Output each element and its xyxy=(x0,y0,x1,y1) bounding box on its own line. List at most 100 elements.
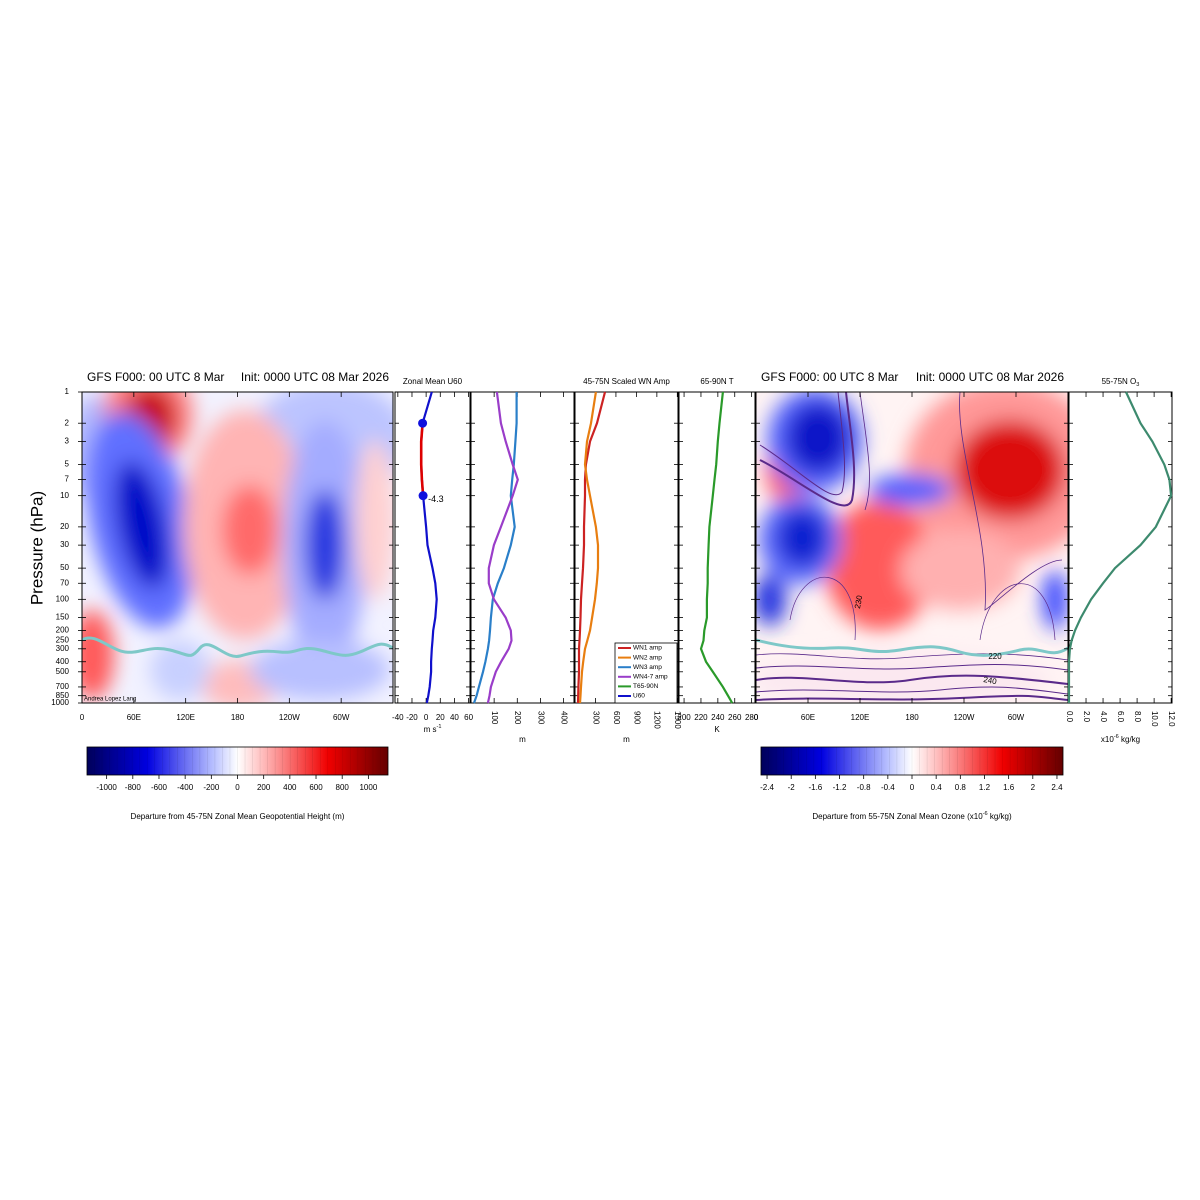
tropopause xyxy=(756,638,1068,657)
panel-title: Zonal Mean U60 xyxy=(403,377,463,386)
text-part: 3 xyxy=(1136,382,1139,388)
y-tick-label: 1000 xyxy=(51,698,69,707)
colorbar-tick-label: 1.2 xyxy=(979,783,991,792)
profile-line xyxy=(486,391,519,704)
x-tick-label: 60W xyxy=(333,713,350,722)
x-tick-label: 400 xyxy=(559,711,568,725)
tropopause xyxy=(82,636,393,658)
contour-label: 220 xyxy=(988,652,1002,661)
colorbar-tick-label: 0.4 xyxy=(931,783,943,792)
colorbar xyxy=(86,746,389,776)
y-tick-label: 1 xyxy=(65,387,70,396)
y-tick-label: 300 xyxy=(56,644,70,653)
legend-label: WN4-7 amp xyxy=(633,674,668,681)
text-part: -6 xyxy=(1114,734,1119,740)
colorbar-tick-label: 0.8 xyxy=(955,783,967,792)
colorbar-label: Departure from 45-75N Zonal Mean Geopote… xyxy=(131,812,345,821)
contour-label: 230 xyxy=(853,594,864,609)
x-tick-label: 600 xyxy=(612,711,621,725)
legend-label: WN1 amp xyxy=(633,645,662,652)
x-tick-label: 0 xyxy=(754,713,759,722)
colorbar-tick-label: -0.4 xyxy=(881,783,895,792)
x-tick-label: 120W xyxy=(954,713,975,722)
colorbar-tick-label: 2.4 xyxy=(1051,783,1063,792)
x-tick-label: 0.0 xyxy=(1065,711,1074,723)
colorbar-tick-label: -400 xyxy=(177,783,194,792)
x-tick-label: 220 xyxy=(694,713,708,722)
y-tick-label: 200 xyxy=(56,626,70,635)
text-part: -6 xyxy=(983,811,988,817)
x-tick-label: 6.0 xyxy=(1116,711,1125,723)
x-axis-label: m xyxy=(519,735,526,744)
y-tick-label: 400 xyxy=(56,657,70,666)
text-part: kg/kg xyxy=(1119,735,1140,744)
x-axis-label: K xyxy=(714,725,720,734)
colorbar-tick-label: 2 xyxy=(1031,783,1036,792)
colorbar-tick-label: 800 xyxy=(336,783,350,792)
colorbar-tick-label: -2.4 xyxy=(760,783,774,792)
colorbar-tick-label: 1.6 xyxy=(1003,783,1015,792)
title-right: Init: 0000 UTC 08 Mar 2026 xyxy=(241,370,389,384)
ozone-field xyxy=(756,392,1068,703)
y-tick-label: 7 xyxy=(65,475,70,484)
colorbar-label: Departure from 55-75N Zonal Mean Ozone (… xyxy=(812,811,1012,821)
panel-title: 65-90N T xyxy=(700,377,733,386)
y-tick-label: 50 xyxy=(60,563,69,572)
profile-line xyxy=(1067,391,1173,703)
x-tick-label: 300 xyxy=(536,711,545,725)
colorbar-tick-label: 0 xyxy=(235,783,240,792)
title-right: Init: 0000 UTC 08 Mar 2026 xyxy=(916,370,1064,384)
panel-frame xyxy=(1068,391,1173,704)
y-tick-label: 850 xyxy=(56,691,70,700)
y-tick-label: 30 xyxy=(60,540,69,549)
x-tick-label: 100 xyxy=(490,711,499,725)
y-tick-label: 250 xyxy=(56,636,70,645)
x-tick-label: -40 xyxy=(392,713,404,722)
marker xyxy=(418,418,428,428)
x-tick-label: 60 xyxy=(464,713,473,722)
x-tick-label: 1500 xyxy=(673,711,682,729)
x-axis-label: m s-1 xyxy=(424,724,442,734)
colorbar-tick-label: -1.6 xyxy=(808,783,822,792)
x-tick-label: 260 xyxy=(728,713,742,722)
value-label: -4.3 xyxy=(428,494,444,504)
x-axis-label: m xyxy=(623,735,630,744)
x-tick-label: 120E xyxy=(176,713,195,722)
colorbar-tick-label: -1.2 xyxy=(833,783,847,792)
x-tick-label: 200 xyxy=(513,711,522,725)
legend-label: WN3 amp xyxy=(633,664,662,671)
x-tick-label: 120E xyxy=(851,713,870,722)
colorbar-tick-label: 1000 xyxy=(359,783,377,792)
profile-line xyxy=(699,391,734,704)
colorbar-tick-label: 0 xyxy=(910,783,915,792)
colorbar-tick-label: -2 xyxy=(788,783,796,792)
x-tick-label: 900 xyxy=(632,711,641,725)
y-tick-label: 70 xyxy=(60,578,69,587)
contour-label: 240 xyxy=(983,675,998,686)
x-tick-label: 40 xyxy=(450,713,459,722)
credit: Andrea Lopez Lang xyxy=(84,697,136,703)
y-tick-label: 10 xyxy=(60,491,69,500)
marker xyxy=(418,491,428,501)
x-tick-label: 8.0 xyxy=(1133,711,1142,723)
panel-frame xyxy=(394,391,471,704)
y-tick-label: 100 xyxy=(56,594,70,603)
y-tick-label: 5 xyxy=(65,460,70,469)
colorbar-tick-label: 600 xyxy=(309,783,323,792)
profile-line xyxy=(578,391,600,704)
panel-frame xyxy=(678,391,756,704)
y-tick-label: 20 xyxy=(60,522,69,531)
x-tick-label: 120W xyxy=(279,713,300,722)
x-tick-label: 12.0 xyxy=(1167,711,1176,727)
x-tick-label: 200 xyxy=(677,713,691,722)
x-tick-label: 180 xyxy=(905,713,919,722)
profile-line xyxy=(420,391,438,704)
colorbar-tick-label: -200 xyxy=(203,783,220,792)
y-tick-label: 500 xyxy=(56,667,70,676)
colorbar-tick-label: -0.8 xyxy=(857,783,871,792)
x-tick-label: 60E xyxy=(127,713,141,722)
temperature-contours xyxy=(756,392,1068,701)
text-part: m s xyxy=(424,725,437,734)
x-tick-label: 0 xyxy=(80,713,85,722)
